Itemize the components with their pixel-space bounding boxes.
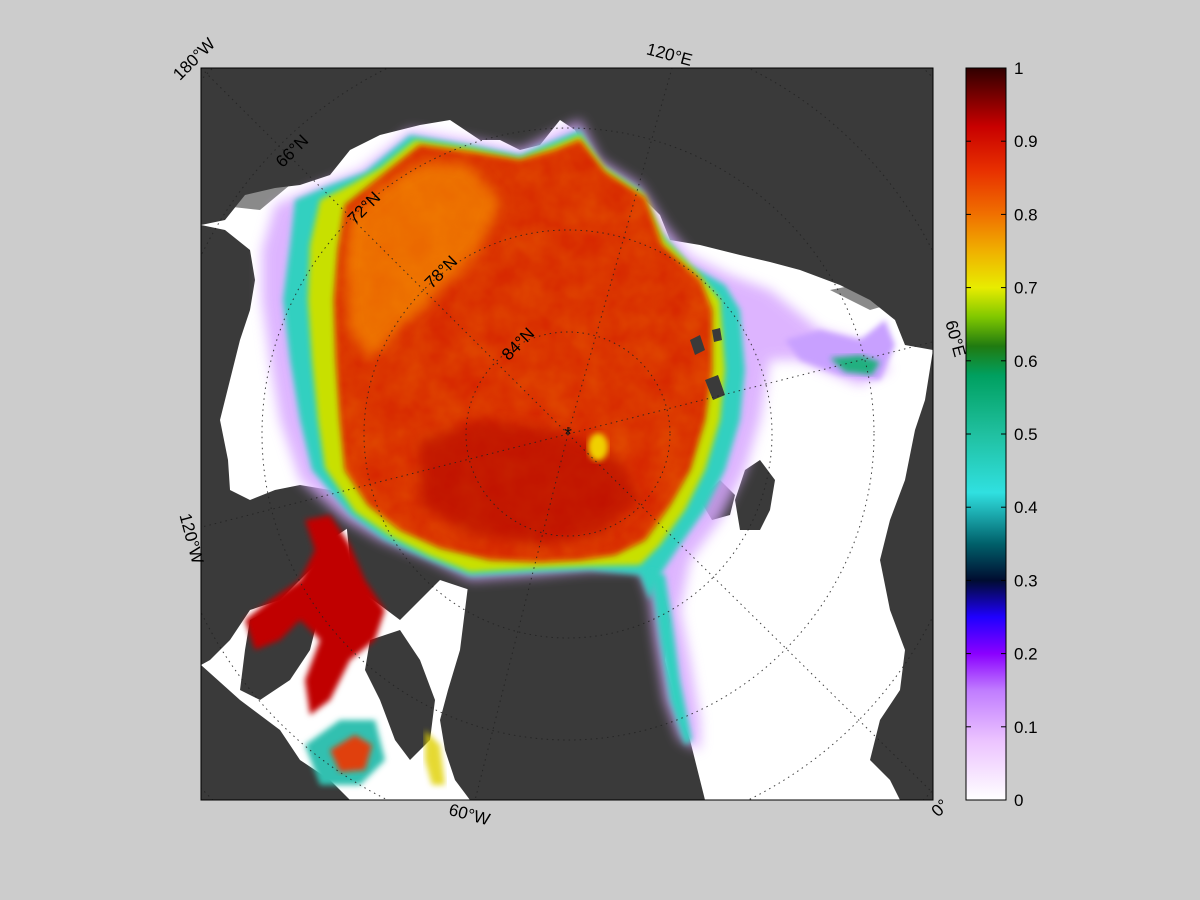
ice-archipelago — [245, 515, 385, 715]
lon-label-60e: 60°E — [941, 318, 969, 359]
ice-baffin — [425, 730, 445, 785]
colorbar-tick-label: 0.5 — [1014, 425, 1038, 444]
ice-pack-core — [420, 420, 640, 545]
ice-pole-yellow — [588, 433, 608, 461]
colorbar-tick-label: 0.8 — [1014, 205, 1038, 224]
colorbar-tick-label: 0.9 — [1014, 132, 1038, 151]
colorbar-tick-label: 0.4 — [1014, 498, 1038, 517]
map-panel: * 66°N 72°N 78°N 84°N — [201, 68, 933, 800]
land-scandinavia — [735, 460, 775, 530]
ice-barents-inner — [830, 355, 880, 375]
colorbar: 0 0.1 0.2 0.3 0.4 0.5 0.6 0.7 0.8 0.9 1 — [965, 59, 1038, 810]
colorbar-tick-label: 0.2 — [1014, 645, 1038, 664]
ice-east-greenland — [650, 570, 692, 745]
lon-label-60w: 60°W — [447, 800, 492, 829]
pole-marker: * — [564, 424, 572, 446]
colorbar-tick-label: 0 — [1014, 791, 1023, 810]
colorbar-tick-label: 0.7 — [1014, 279, 1038, 298]
lon-label-120e: 120°E — [644, 39, 694, 69]
ice-hudson-inner — [330, 735, 372, 772]
colorbar-fill — [965, 67, 1007, 801]
colorbar-tick-label: 0.1 — [1014, 718, 1038, 737]
land-europe — [870, 350, 933, 800]
colorbar-ticks: 0 0.1 0.2 0.3 0.4 0.5 0.6 0.7 0.8 0.9 1 — [966, 59, 1038, 810]
sea-ice — [245, 120, 895, 785]
land-greenland — [440, 555, 705, 800]
land-siberia — [201, 68, 933, 350]
graticule — [201, 68, 933, 800]
land-baffin — [365, 630, 435, 760]
colorbar-tick-label: 0.3 — [1014, 571, 1038, 590]
colorbar-tick-label: 1 — [1014, 59, 1023, 78]
map-frame — [200, 67, 934, 801]
land-labrador — [201, 665, 350, 800]
colorbar-tick-label: 0.6 — [1014, 352, 1038, 371]
land-islands-kara — [690, 328, 725, 400]
